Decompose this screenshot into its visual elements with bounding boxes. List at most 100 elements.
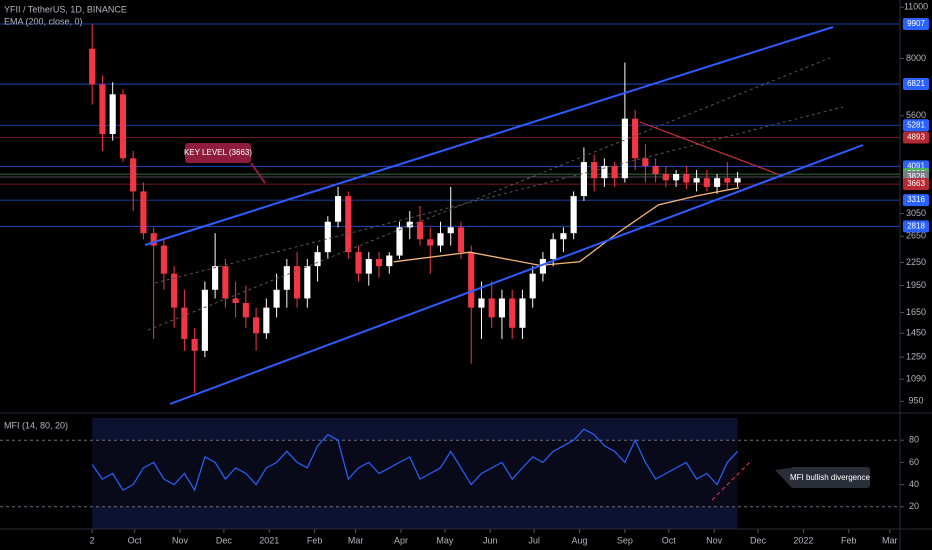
candle-body xyxy=(355,252,362,274)
ema-line xyxy=(393,187,740,267)
level-label: 5281 xyxy=(907,120,925,129)
x-tick-label: Jun xyxy=(483,535,498,545)
candle-body xyxy=(273,289,280,308)
mfi-line xyxy=(91,428,739,492)
y-tick-label: 3050 xyxy=(906,208,926,218)
channel-mid xyxy=(147,57,831,331)
channel-lower xyxy=(169,144,864,405)
y-tick-label: 1090 xyxy=(906,374,926,384)
candle-body xyxy=(263,307,270,334)
candle-body xyxy=(99,84,106,135)
channel-mid xyxy=(154,106,844,284)
y-tick-label: 1650 xyxy=(906,307,926,317)
candle-body xyxy=(601,165,608,179)
y-tick-label: 2250 xyxy=(906,257,926,267)
candle-body xyxy=(488,298,495,318)
x-tick-label: May xyxy=(436,535,454,545)
candle-body xyxy=(314,252,321,267)
candle-body xyxy=(253,317,260,334)
candle-body xyxy=(109,94,116,135)
candle-body xyxy=(191,338,198,351)
candle-body xyxy=(570,196,577,234)
y-tick-label: 20 xyxy=(909,501,919,511)
level-label: 6821 xyxy=(907,79,925,88)
triangle-line xyxy=(639,121,781,176)
level-label: 3663 xyxy=(907,179,925,188)
y-tick-label: 40 xyxy=(909,479,919,489)
candle-body xyxy=(621,118,628,179)
y-tick-label: 2650 xyxy=(906,231,926,241)
level-label-box xyxy=(903,178,929,191)
mfi-zone xyxy=(92,440,738,507)
level-label: 4893 xyxy=(907,133,925,142)
candle-body xyxy=(416,221,424,240)
candle-body xyxy=(427,239,434,246)
x-tick-label: 2 xyxy=(90,535,95,545)
level-label-box xyxy=(903,220,929,233)
candle-body xyxy=(519,298,526,328)
candle-body xyxy=(181,307,188,339)
level-label: 3316 xyxy=(907,195,925,204)
candle-body xyxy=(160,245,167,274)
candle-body xyxy=(89,48,96,85)
x-tick-label: Apr xyxy=(394,535,408,545)
level-label: 9907 xyxy=(907,19,925,28)
candle-body xyxy=(550,239,557,260)
candle-body xyxy=(334,196,342,222)
level-label-box xyxy=(903,131,929,144)
candle-body xyxy=(642,158,649,166)
candle-body xyxy=(222,266,229,299)
y-tick-label: 1250 xyxy=(906,352,926,362)
candle-body xyxy=(457,227,465,253)
level-label: 4091 xyxy=(907,161,925,170)
annotation-text: KEY LEVEL (3663) xyxy=(184,148,252,157)
candle-body xyxy=(201,289,208,351)
candle-body xyxy=(580,162,587,197)
candle-body xyxy=(734,178,741,183)
level-label-box xyxy=(903,17,929,30)
x-tick-label: Mar xyxy=(348,535,364,545)
indicator-title: MFI (14, 80, 20) xyxy=(4,420,68,430)
candle-body xyxy=(406,221,413,228)
annotation-pointer xyxy=(775,468,790,486)
annotation-box xyxy=(185,143,251,163)
candle-body xyxy=(673,174,680,181)
candle-body xyxy=(539,259,546,274)
x-tick-label: Dec xyxy=(216,535,233,545)
x-tick-label: 2022 xyxy=(793,535,813,545)
level-label-box xyxy=(903,194,929,207)
level-label-box xyxy=(903,119,929,132)
candle-body xyxy=(386,255,393,267)
candle-body xyxy=(171,273,178,308)
y-tick-label: 11000 xyxy=(904,2,928,12)
y-tick-label: 80 xyxy=(909,435,919,445)
candle-body xyxy=(375,259,383,267)
candle-body xyxy=(714,178,721,187)
candle-body xyxy=(529,273,536,299)
candle-body xyxy=(324,221,331,253)
candle-body xyxy=(703,178,710,187)
candle-body xyxy=(560,233,567,240)
candle-body xyxy=(365,259,372,274)
chart-title: YFII / TetherUS, 1D, BINANCE xyxy=(4,4,127,14)
x-tick-label: Jul xyxy=(528,535,540,545)
x-tick-label: Feb xyxy=(841,535,857,545)
candle-body xyxy=(498,298,506,318)
x-tick-label: Dec xyxy=(750,535,767,545)
x-tick-label: 2021 xyxy=(259,535,279,545)
candle-body xyxy=(119,94,126,159)
annotation-arrow xyxy=(250,162,266,184)
x-tick-label: Oct xyxy=(128,535,143,545)
candle-body xyxy=(468,252,475,308)
candle-body xyxy=(591,162,598,179)
y-tick-label: 950 xyxy=(908,396,923,406)
y-tick-label: 8000 xyxy=(906,53,926,63)
candle-body xyxy=(212,266,219,290)
candle-body xyxy=(130,158,137,192)
x-tick-label: Aug xyxy=(572,535,588,545)
candle-body xyxy=(662,174,669,181)
candle-body xyxy=(242,302,249,318)
x-tick-label: Sep xyxy=(617,535,633,545)
